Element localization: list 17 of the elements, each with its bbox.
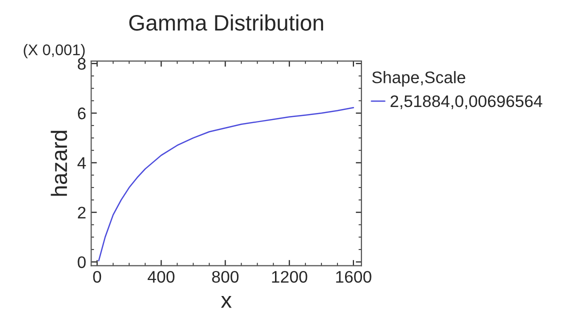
line-series bbox=[98, 107, 354, 262]
x-tick-label: 400 bbox=[148, 270, 174, 283]
legend-label: 2,51884,0,00696564 bbox=[390, 95, 542, 110]
y-tick-label: 8 bbox=[78, 58, 86, 70]
x-axis-title: x bbox=[221, 296, 232, 308]
x-tick-label: 1600 bbox=[336, 270, 372, 283]
x-tick-label: 1200 bbox=[272, 270, 308, 283]
y-tick-label: 2 bbox=[78, 206, 86, 218]
y-tick-label: 4 bbox=[77, 157, 86, 169]
x-tick-label: 800 bbox=[212, 270, 239, 283]
chart-title: Gamma Distribution bbox=[129, 14, 324, 31]
text: (X 0,001) bbox=[24, 44, 85, 58]
x-tick-label: 0 bbox=[93, 270, 102, 283]
y-axis-title: hazard bbox=[50, 130, 68, 196]
y-tick-label: 0 bbox=[78, 256, 86, 268]
legend-title: Shape,Scale bbox=[372, 71, 466, 87]
y-tick-label: 6 bbox=[78, 108, 86, 120]
